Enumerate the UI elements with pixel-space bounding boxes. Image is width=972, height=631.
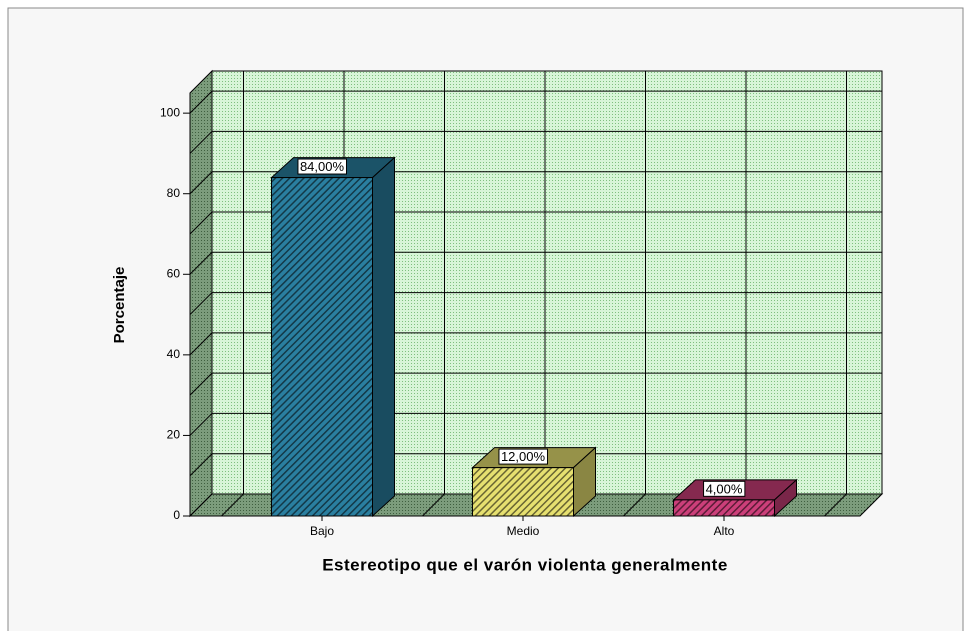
data-label-box [297,158,347,175]
data-label: 12,00% [501,449,546,464]
data-label: 4,00% [706,481,743,496]
y-tick-label: 100 [160,105,180,119]
y-tick-label: 40 [167,347,181,361]
bar [673,499,775,517]
y-axis-label: Porcentaje [111,267,128,344]
y-tick-label: 80 [167,186,181,200]
bar [472,467,574,517]
minor-grid-line [189,372,213,396]
data-label-box [703,480,746,497]
floor-line [623,493,646,517]
y-tick-label: 60 [167,266,181,280]
floor-line [824,493,847,517]
grid-line [189,171,213,195]
floor-line [422,493,445,517]
x-tick-label: Bajo [310,524,334,538]
minor-grid-line [189,131,213,154]
minor-grid-line [189,292,213,315]
grid-line [189,413,213,436]
data-label-box [498,448,548,465]
grid-line [189,90,213,114]
y-tick-label: 0 [173,508,180,522]
minor-grid-line [189,211,213,235]
x-tick-label: Alto [714,524,735,538]
floor-line [221,493,244,517]
grid-line [189,332,213,356]
data-label: 84,00% [300,159,345,174]
x-tick-label: Medio [507,524,540,538]
side-wall [189,69,213,518]
y-tick-label: 20 [167,428,181,442]
bar [271,177,373,517]
bar-side [372,156,395,518]
minor-grid-line [189,453,213,477]
grid-line [189,493,213,517]
x-axis-label: Estereotipo que el varón violenta genera… [322,555,728,574]
grid-line [189,251,213,275]
